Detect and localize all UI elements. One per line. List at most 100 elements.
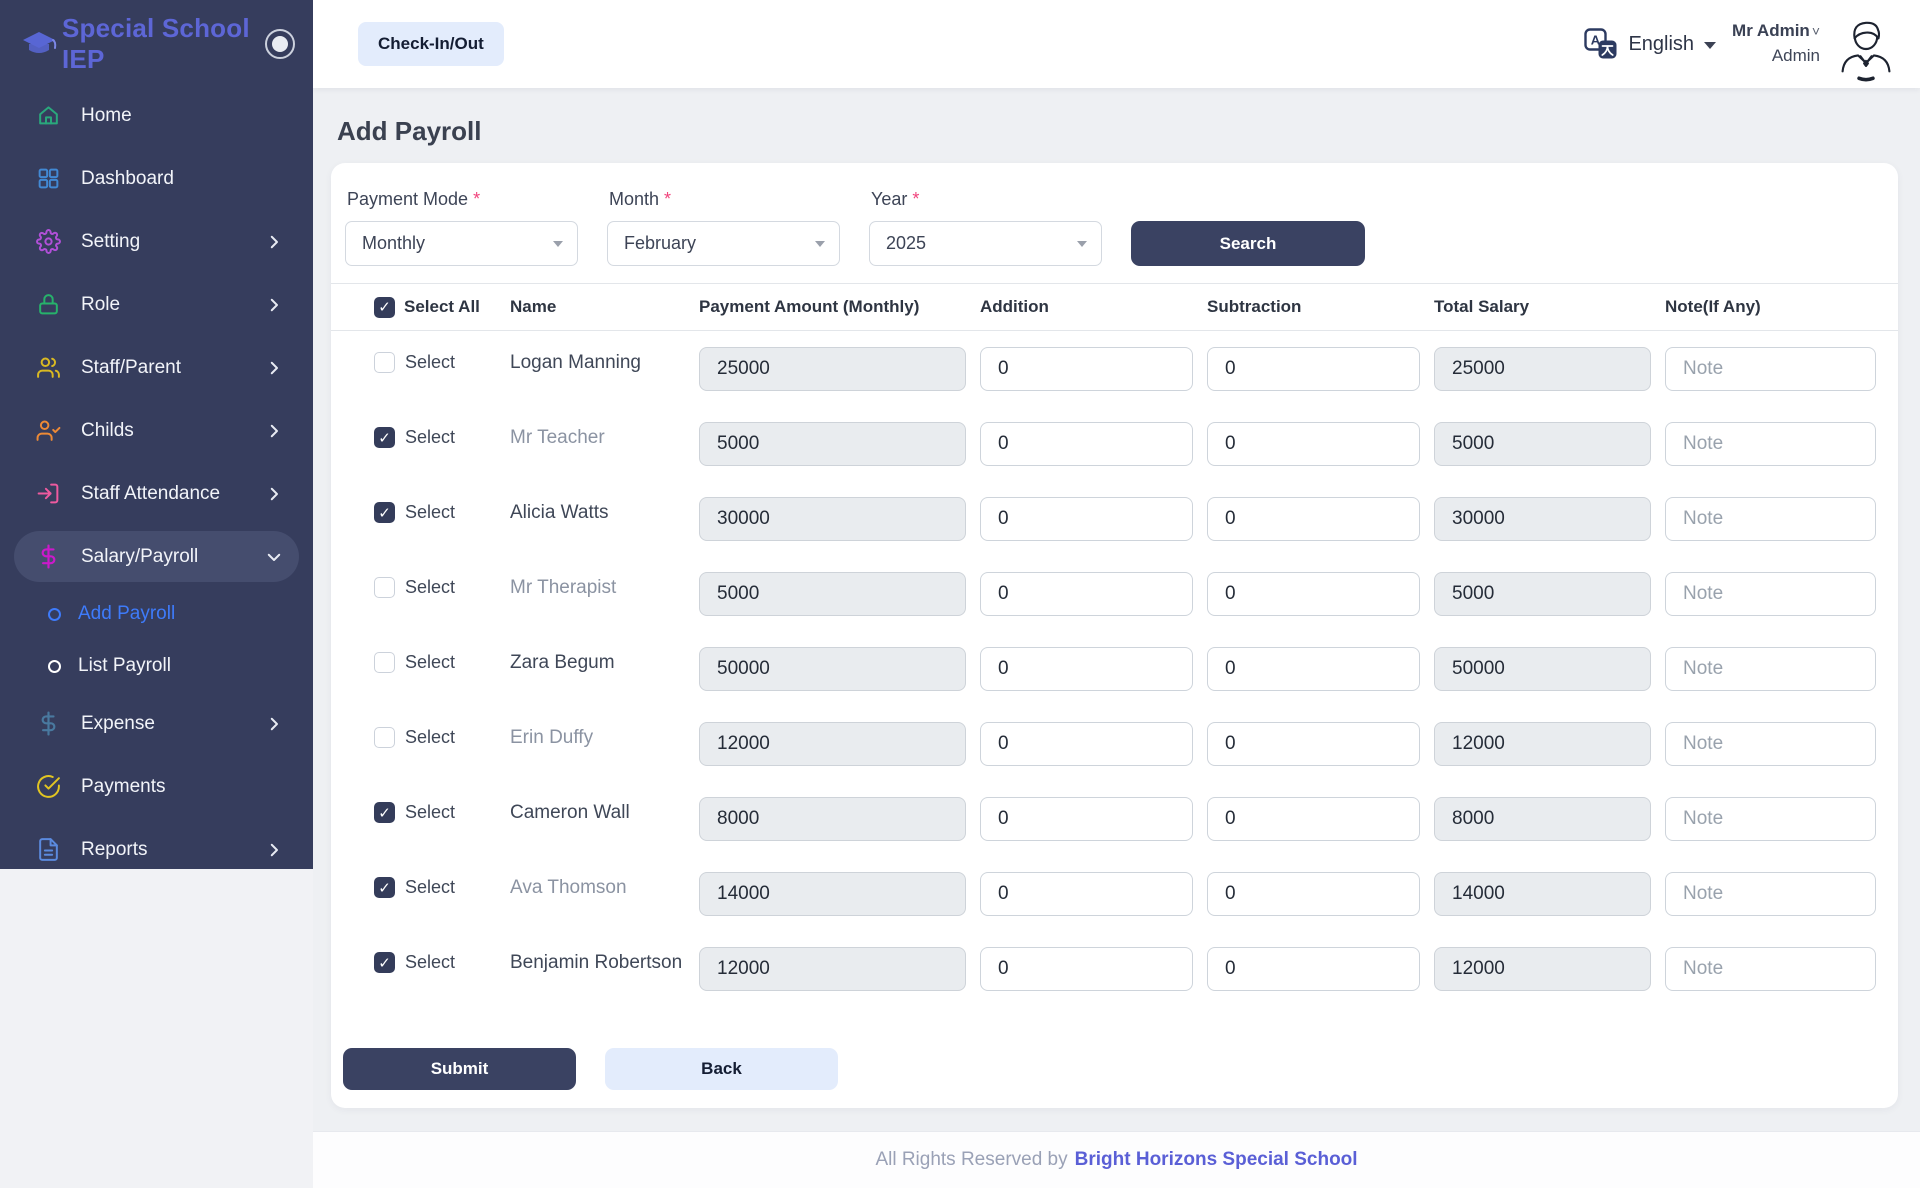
note-input[interactable] (1665, 722, 1876, 766)
row-checkbox[interactable] (374, 652, 395, 673)
subtraction-input[interactable] (1207, 647, 1420, 691)
subtraction-input[interactable] (1207, 422, 1420, 466)
payment-mode-label: Payment Mode* (347, 189, 578, 210)
sidebar-item-label: Dashboard (81, 168, 283, 190)
sidebar-item-label: Staff/Parent (81, 357, 265, 379)
select-all-checkbox[interactable]: ✓ (374, 297, 395, 318)
row-checkbox[interactable] (374, 577, 395, 598)
subtraction-input[interactable] (1207, 872, 1420, 916)
row-select[interactable]: Select (374, 577, 496, 598)
subtraction-input[interactable] (1207, 497, 1420, 541)
subtraction-input[interactable] (1207, 947, 1420, 991)
footer: All Rights Reserved by Bright Horizons S… (313, 1131, 1920, 1188)
note-input[interactable] (1665, 872, 1876, 916)
year-label: Year* (871, 189, 1102, 210)
row-checkbox[interactable] (374, 727, 395, 748)
sidebar-subitem-add-payroll[interactable]: Add Payroll (0, 588, 313, 640)
payment-mode-select[interactable]: Monthly (345, 221, 578, 266)
row-select[interactable]: Select (374, 352, 496, 373)
sidebar-item-staff-attendance[interactable]: Staff Attendance (0, 462, 313, 525)
subtraction-input[interactable] (1207, 572, 1420, 616)
sidebar-toggle-button[interactable] (265, 29, 295, 59)
row-select[interactable]: Select (374, 652, 496, 673)
addition-input[interactable] (980, 347, 1193, 391)
subtraction-input[interactable] (1207, 722, 1420, 766)
sidebar-item-label: Reports (81, 839, 265, 861)
check-in-out-button[interactable]: Check-In/Out (358, 22, 504, 66)
brand-title: Special School IEP (62, 13, 265, 75)
subtraction-input[interactable] (1207, 347, 1420, 391)
payment-amount-input (699, 722, 966, 766)
row-select[interactable]: ✓ Select (374, 802, 496, 823)
payment-amount-input (699, 872, 966, 916)
note-input[interactable] (1665, 497, 1876, 541)
sidebar-item-childs[interactable]: Childs (0, 399, 313, 462)
staff-name: Cameron Wall (510, 802, 685, 824)
note-input[interactable] (1665, 347, 1876, 391)
row-select[interactable]: ✓ Select (374, 502, 496, 523)
total-salary-input (1434, 422, 1651, 466)
note-input[interactable] (1665, 422, 1876, 466)
row-select[interactable]: ✓ Select (374, 952, 496, 973)
row-select[interactable]: ✓ Select (374, 877, 496, 898)
addition-input[interactable] (980, 572, 1193, 616)
payment-amount-input (699, 647, 966, 691)
avatar[interactable] (1836, 16, 1896, 82)
sidebar-subitem-label: Add Payroll (78, 603, 175, 625)
addition-input[interactable] (980, 497, 1193, 541)
language-label: English (1628, 33, 1694, 56)
row-checkbox[interactable]: ✓ (374, 952, 395, 973)
table-body: Select Logan Manning ✓ Select Mr Teacher… (331, 331, 1898, 1006)
row-select[interactable]: Select (374, 727, 496, 748)
note-input[interactable] (1665, 947, 1876, 991)
addition-input[interactable] (980, 422, 1193, 466)
note-input[interactable] (1665, 647, 1876, 691)
back-button[interactable]: Back (605, 1048, 838, 1090)
note-input[interactable] (1665, 797, 1876, 841)
sidebar-item-expense[interactable]: Expense (0, 692, 313, 755)
row-select[interactable]: ✓ Select (374, 427, 496, 448)
table-row: Select Erin Duffy (331, 706, 1898, 781)
total-salary-input (1434, 722, 1651, 766)
sidebar-item-payments[interactable]: Payments (0, 755, 313, 818)
submit-button[interactable]: Submit (343, 1048, 576, 1090)
sidebar-item-salary-payroll[interactable]: Salary/Payroll (14, 531, 299, 582)
row-checkbox[interactable]: ✓ (374, 877, 395, 898)
table-header: ✓ Select All Name Payment Amount (Monthl… (331, 283, 1898, 331)
staff-name: Logan Manning (510, 352, 685, 374)
language-selector[interactable]: A English (1584, 28, 1716, 60)
sidebar-subitem-list-payroll[interactable]: List Payroll (0, 640, 313, 692)
row-checkbox[interactable] (374, 352, 395, 373)
addition-input[interactable] (980, 647, 1193, 691)
row-checkbox[interactable]: ✓ (374, 427, 395, 448)
sidebar-item-role[interactable]: Role (0, 273, 313, 336)
column-header-payment-amount: Payment Amount (Monthly) (699, 297, 966, 317)
sidebar-item-label: Payments (81, 776, 283, 798)
staff-attendance-icon (36, 481, 61, 506)
sidebar-item-home[interactable]: Home (0, 84, 313, 147)
subtraction-input[interactable] (1207, 797, 1420, 841)
staff-name: Ava Thomson (510, 877, 685, 899)
row-checkbox[interactable]: ✓ (374, 502, 395, 523)
payments-icon (36, 774, 61, 799)
sidebar-item-setting[interactable]: Setting (0, 210, 313, 273)
payment-amount-input (699, 947, 966, 991)
sidebar-item-staff-parent[interactable]: Staff/Parent (0, 336, 313, 399)
chevron-down-icon: ˅ (1812, 23, 1820, 39)
sidebar-item-reports[interactable]: Reports (0, 818, 313, 881)
addition-input[interactable] (980, 722, 1193, 766)
month-select[interactable]: February (607, 221, 840, 266)
chevron-right-icon (265, 422, 283, 440)
user-menu[interactable]: Mr Admin˅ Admin (1732, 19, 1820, 68)
addition-input[interactable] (980, 947, 1193, 991)
sidebar-item-dashboard[interactable]: Dashboard (0, 147, 313, 210)
addition-input[interactable] (980, 872, 1193, 916)
footer-brand-link[interactable]: Bright Horizons Special School (1075, 1149, 1358, 1171)
row-checkbox[interactable]: ✓ (374, 802, 395, 823)
note-input[interactable] (1665, 572, 1876, 616)
sidebar-item-label: Setting (81, 231, 265, 253)
total-salary-input (1434, 947, 1651, 991)
search-button[interactable]: Search (1131, 221, 1365, 266)
addition-input[interactable] (980, 797, 1193, 841)
year-select[interactable]: 2025 (869, 221, 1102, 266)
